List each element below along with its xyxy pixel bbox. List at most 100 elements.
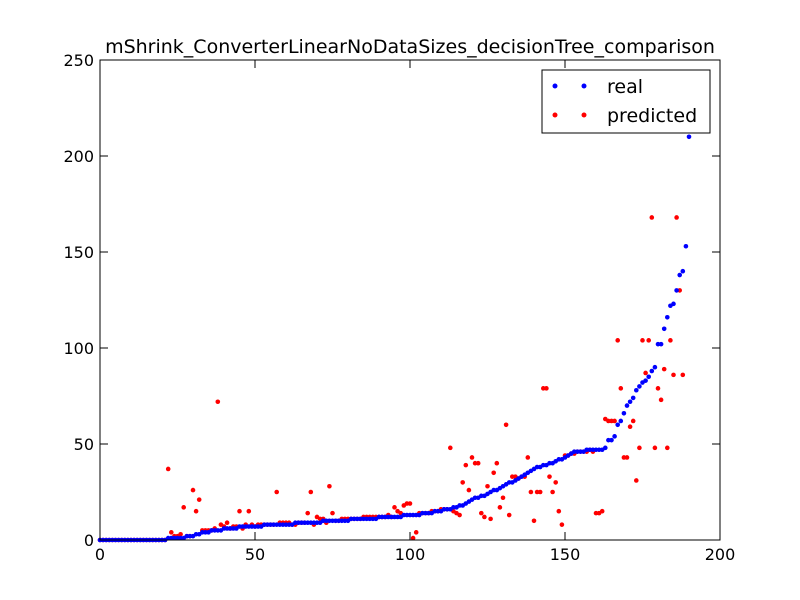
plot-area [100,60,720,540]
real-point [683,243,689,249]
predicted-point [559,522,565,527]
predicted-point [537,489,543,495]
real-point [646,374,651,380]
chart-title: mShrink_ConverterLinearNoDataSizes_decis… [105,36,715,58]
predicted-point [410,535,416,541]
predicted-point [491,470,497,476]
predicted-point [463,462,469,468]
predicted-point [457,512,462,518]
predicted-point [500,495,506,501]
x-tick-label: 150 [550,545,581,564]
legend-box [541,69,711,134]
real-point [630,395,636,401]
predicted-point [165,466,171,472]
x-tick-label: 50 [245,545,265,564]
predicted-point [599,508,605,514]
legend-predicted-marker-1 [552,112,558,118]
legend: real predicted [541,69,711,134]
predicted-point [305,510,311,516]
predicted-point [196,497,202,502]
x-tick-label: 200 [705,545,736,564]
predicted-point [503,422,509,428]
predicted-point [665,445,670,451]
predicted-point [190,487,196,493]
real-point [612,434,617,439]
predicted-point [668,338,673,343]
predicted-point [680,372,686,378]
y-tick-label: 100 [63,339,94,358]
real-point [649,368,655,374]
predicted-point [556,508,562,514]
predicted-point [658,397,664,403]
axis-ticks: 0 50 100 150 200 0 50 100 150 200 250 [63,51,735,564]
real-point [609,437,614,443]
real-point [677,272,682,278]
predicted-point [215,399,221,405]
predicted-point [413,530,419,535]
legend-real-marker-2 [581,83,587,89]
real-point [661,326,667,332]
real-point [680,268,686,274]
y-tick-label: 0 [84,531,94,550]
real-point [658,341,664,347]
real-point [615,422,620,428]
predicted-point [652,445,658,451]
predicted-point [485,483,490,489]
predicted-point [550,489,555,495]
real-point [634,387,639,393]
real-point [686,134,692,140]
predicted-point [531,518,537,524]
real-point [652,364,658,370]
predicted-point [308,489,314,495]
predicted-point [224,520,230,526]
x-tick-label: 0 [95,545,105,564]
predicted-point [246,508,252,514]
predicted-point [547,474,552,479]
x-tick-label: 100 [395,545,426,564]
predicted-point [274,489,280,495]
predicted-point [544,386,549,391]
predicted-point [655,386,661,391]
predicted-point [178,531,183,537]
predicted-point [649,215,655,220]
predicted-point [624,455,630,460]
predicted-point [475,460,481,466]
predicted-point [392,505,397,510]
predicted-point [469,455,475,460]
predicted-point [640,338,645,343]
predicted-point [466,487,472,493]
predicted-point [674,215,679,220]
predicted-point [528,489,534,495]
predicted-point [612,418,617,424]
real-series [97,134,692,543]
predicted-point [482,514,487,520]
legend-real-marker-1 [552,83,558,89]
predicted-point [646,338,651,343]
real-point [674,288,679,293]
predicted-point [506,512,512,518]
predicted-point [494,460,500,466]
predicted-point [671,372,676,378]
legend-predicted-marker-2 [581,112,587,118]
y-tick-label: 150 [63,243,94,262]
predicted-point [634,478,639,483]
predicted-point [553,480,558,485]
predicted-point [615,338,620,343]
predicted-point [525,455,531,460]
predicted-point [643,370,648,376]
predicted-point [460,480,466,485]
predicted-point [193,508,199,514]
real-point [627,399,633,405]
predicted-point [627,424,633,430]
predicted-point [497,505,503,510]
predicted-point [330,510,335,516]
predicted-point [327,483,332,489]
predicted-point [637,445,642,451]
predicted-point [630,418,636,424]
y-tick-label: 200 [63,147,94,166]
y-tick-label: 250 [63,51,94,70]
legend-predicted-label: predicted [607,105,697,127]
predicted-point [661,366,667,372]
predicted-point [237,508,242,514]
